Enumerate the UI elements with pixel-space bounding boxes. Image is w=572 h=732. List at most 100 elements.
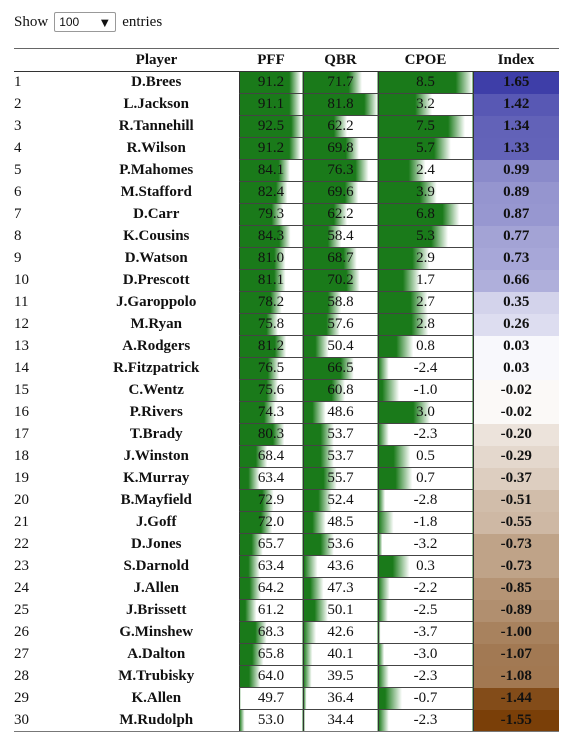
qbr-cell: 39.5 (303, 666, 378, 688)
rank-cell: 26 (14, 622, 74, 644)
table-row: 27 A.Dalton 65.8 40.1 -3.0 -1.07 (14, 644, 559, 666)
cpoe-cell: 7.5 (378, 116, 473, 138)
rank-cell: 30 (14, 710, 74, 732)
cpoe-cell: -2.3 (378, 666, 473, 688)
table-row: 11 J.Garoppolo 78.2 58.8 2.7 0.35 (14, 292, 559, 314)
qbr-cell: 68.7 (303, 248, 378, 270)
rank-cell: 11 (14, 292, 74, 314)
table-row: 12 M.Ryan 75.8 57.6 2.8 0.26 (14, 314, 559, 336)
pff-cell: 64.0 (239, 666, 303, 688)
player-cell: J.Garoppolo (74, 292, 239, 314)
qbr-cell: 70.2 (303, 270, 378, 292)
length-control: Show 100 ▼ entries (14, 12, 162, 32)
table-row: 25 J.Brissett 61.2 50.1 -2.5 -0.89 (14, 600, 559, 622)
cpoe-cell: -0.7 (378, 688, 473, 710)
col-header-rank[interactable] (14, 49, 74, 72)
index-cell: 1.34 (473, 116, 559, 138)
pff-cell: 61.2 (239, 600, 303, 622)
col-header-cpoe[interactable]: CPOE (378, 49, 473, 72)
qbr-cell: 58.4 (303, 226, 378, 248)
rank-cell: 16 (14, 402, 74, 424)
table-row: 7 D.Carr 79.3 62.2 6.8 0.87 (14, 204, 559, 226)
table-row: 6 M.Stafford 82.4 69.6 3.9 0.89 (14, 182, 559, 204)
rank-cell: 23 (14, 556, 74, 578)
table-row: 26 G.Minshew 68.3 42.6 -3.7 -1.00 (14, 622, 559, 644)
qbr-cell: 53.7 (303, 424, 378, 446)
table-row: 10 D.Prescott 81.1 70.2 1.7 0.66 (14, 270, 559, 292)
qbr-cell: 76.3 (303, 160, 378, 182)
index-cell: 0.99 (473, 160, 559, 182)
cpoe-cell: 0.7 (378, 468, 473, 490)
index-cell: -1.55 (473, 710, 559, 732)
pff-cell: 63.4 (239, 468, 303, 490)
qbr-cell: 50.4 (303, 336, 378, 358)
table-row: 19 K.Murray 63.4 55.7 0.7 -0.37 (14, 468, 559, 490)
table-row: 3 R.Tannehill 92.5 62.2 7.5 1.34 (14, 116, 559, 138)
table-row: 8 K.Cousins 84.3 58.4 5.3 0.77 (14, 226, 559, 248)
pff-cell: 65.8 (239, 644, 303, 666)
index-cell: 1.33 (473, 138, 559, 160)
index-cell: 0.89 (473, 182, 559, 204)
pff-cell: 64.2 (239, 578, 303, 600)
qbr-cell: 50.1 (303, 600, 378, 622)
cpoe-cell: -2.4 (378, 358, 473, 380)
qbr-cell: 48.6 (303, 402, 378, 424)
cpoe-cell: -2.3 (378, 710, 473, 732)
rank-cell: 10 (14, 270, 74, 292)
pff-cell: 72.0 (239, 512, 303, 534)
table-row: 28 M.Trubisky 64.0 39.5 -2.3 -1.08 (14, 666, 559, 688)
rank-cell: 28 (14, 666, 74, 688)
player-cell: D.Watson (74, 248, 239, 270)
pff-cell: 49.7 (239, 688, 303, 710)
qbr-cell: 66.5 (303, 358, 378, 380)
rank-cell: 24 (14, 578, 74, 600)
player-cell: A.Dalton (74, 644, 239, 666)
cpoe-cell: 3.9 (378, 182, 473, 204)
player-cell: K.Allen (74, 688, 239, 710)
qbr-cell: 47.3 (303, 578, 378, 600)
table-row: 29 K.Allen 49.7 36.4 -0.7 -1.44 (14, 688, 559, 710)
player-cell: J.Allen (74, 578, 239, 600)
index-cell: -0.29 (473, 446, 559, 468)
index-cell: 0.35 (473, 292, 559, 314)
pff-cell: 76.5 (239, 358, 303, 380)
cpoe-cell: -3.7 (378, 622, 473, 644)
col-header-pff[interactable]: PFF (239, 49, 303, 72)
cpoe-cell: 0.3 (378, 556, 473, 578)
index-cell: -0.55 (473, 512, 559, 534)
rank-cell: 27 (14, 644, 74, 666)
table-row: 17 T.Brady 80.3 53.7 -2.3 -0.20 (14, 424, 559, 446)
table-row: 9 D.Watson 81.0 68.7 2.9 0.73 (14, 248, 559, 270)
qbr-cell: 43.6 (303, 556, 378, 578)
table-row: 30 M.Rudolph 53.0 34.4 -2.3 -1.55 (14, 710, 559, 732)
index-cell: -0.51 (473, 490, 559, 512)
rank-cell: 9 (14, 248, 74, 270)
pff-cell: 68.4 (239, 446, 303, 468)
show-label: Show (14, 14, 48, 31)
player-cell: S.Darnold (74, 556, 239, 578)
rank-cell: 17 (14, 424, 74, 446)
rank-cell: 14 (14, 358, 74, 380)
cpoe-cell: -2.2 (378, 578, 473, 600)
pff-cell: 92.5 (239, 116, 303, 138)
col-header-qbr[interactable]: QBR (303, 49, 378, 72)
qbr-cell: 34.4 (303, 710, 378, 732)
qbr-cell: 62.2 (303, 116, 378, 138)
pff-cell: 74.3 (239, 402, 303, 424)
player-cell: D.Carr (74, 204, 239, 226)
cpoe-cell: -3.0 (378, 644, 473, 666)
cpoe-cell: 6.8 (378, 204, 473, 226)
cpoe-cell: 5.3 (378, 226, 473, 248)
page-length-select[interactable]: 100 ▼ (54, 12, 116, 32)
pff-cell: 72.9 (239, 490, 303, 512)
pff-cell: 82.4 (239, 182, 303, 204)
cpoe-cell: -2.8 (378, 490, 473, 512)
qb-table: Player PFF QBR CPOE Index 1 D.Brees 91.2 71… (14, 48, 559, 732)
col-header-index[interactable]: Index (473, 49, 559, 72)
rank-cell: 2 (14, 94, 74, 116)
col-header-player[interactable]: Player (74, 49, 239, 72)
player-cell: M.Trubisky (74, 666, 239, 688)
index-cell: -0.37 (473, 468, 559, 490)
pff-cell: 53.0 (239, 710, 303, 732)
table-row: 24 J.Allen 64.2 47.3 -2.2 -0.85 (14, 578, 559, 600)
